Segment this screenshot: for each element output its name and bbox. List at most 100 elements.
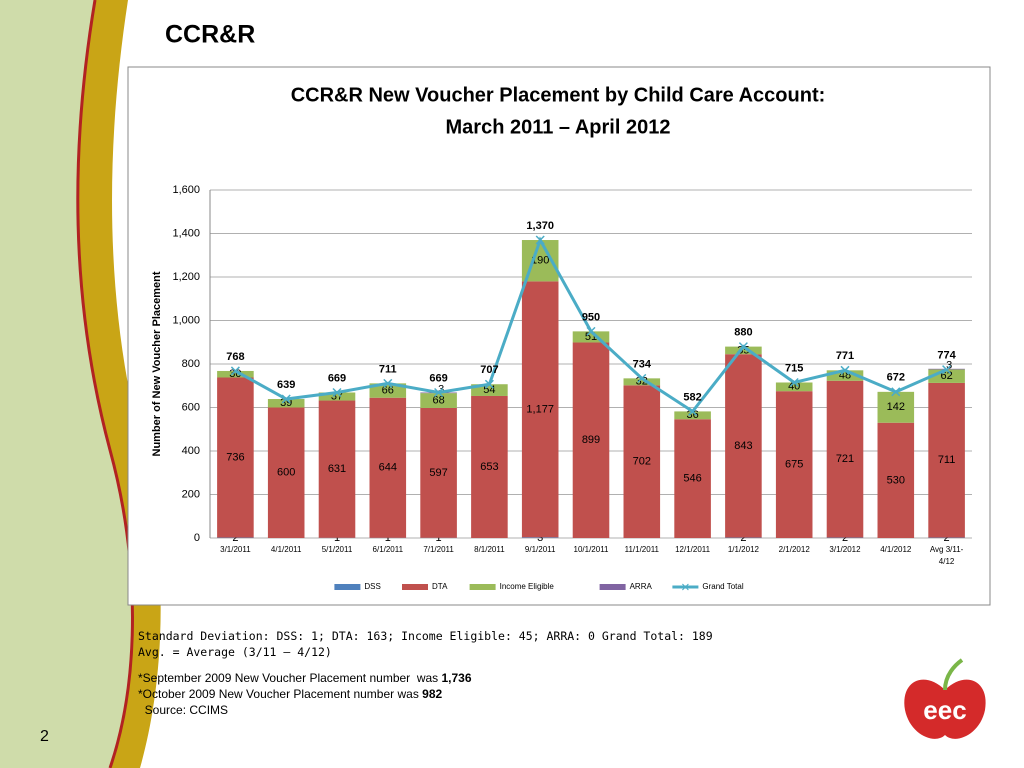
- bar-segment: [572, 342, 610, 538]
- data-label: 2: [944, 532, 950, 544]
- data-label: 843: [734, 440, 752, 452]
- note-text: 1,736: [441, 671, 472, 685]
- note-text: Avg. = Average (3/11 – 4/12): [138, 645, 332, 659]
- deco-red: [76, 0, 134, 768]
- bar-segment: [369, 397, 407, 538]
- total-label: 672: [887, 372, 905, 384]
- note-line: Avg. = Average (3/11 – 4/12): [138, 644, 713, 660]
- total-marker: [383, 378, 393, 388]
- total-label: 734: [633, 358, 652, 370]
- notes: Standard Deviation: DSS: 1; DTA: 163; In…: [138, 628, 713, 718]
- total-label: 771: [836, 350, 854, 362]
- total-marker: [434, 387, 444, 398]
- legend-swatch: [469, 584, 496, 590]
- x-tick-label: 11/1/2011: [625, 545, 660, 554]
- logo: eec: [904, 658, 986, 739]
- bar-segment: [877, 422, 915, 538]
- y-tick-label: 1,600: [172, 184, 200, 196]
- data-label: 68: [432, 394, 444, 406]
- bar-segment: [471, 395, 508, 538]
- x-tick-label: 2/1/2012: [779, 545, 811, 554]
- data-label: 2: [842, 532, 848, 544]
- bar-segment: [623, 385, 661, 538]
- total-marker: [688, 406, 698, 416]
- legend-swatch: [599, 584, 626, 590]
- data-label: 66: [382, 384, 394, 396]
- data-label: 1: [436, 532, 442, 544]
- y-tick-label: 200: [182, 488, 200, 500]
- data-label: 40: [788, 381, 800, 393]
- bar-segment: [267, 399, 305, 408]
- x-tick-label: 10/1/2011: [574, 545, 610, 554]
- total-label: 768: [226, 351, 244, 363]
- total-label: 669: [429, 372, 447, 384]
- note-text: Source: CCIMS: [138, 703, 229, 717]
- bar-segment: [826, 380, 864, 538]
- bar-segment: [318, 392, 356, 401]
- note-text: *September 2009 New Voucher Placement nu…: [138, 671, 442, 685]
- chart-title: CCR&R New Voucher Placement by Child Car…: [291, 84, 826, 106]
- bar-segment: [775, 391, 813, 538]
- legend-label: DTA: [432, 582, 448, 591]
- total-marker: [942, 365, 952, 375]
- data-label: 2: [740, 532, 746, 544]
- logo-apple: [904, 679, 986, 739]
- data-label: 142: [887, 401, 905, 413]
- bar-segment: [267, 407, 305, 538]
- y-tick-label: 600: [182, 401, 200, 413]
- data-label: 899: [582, 434, 600, 446]
- bar-segment: [217, 370, 254, 378]
- total-marker: [332, 387, 342, 398]
- x-tick-label: 3/1/2011: [220, 545, 251, 554]
- legend-marker: [682, 583, 689, 591]
- data-label: 546: [683, 473, 701, 485]
- x-tick-label: 5/1/2011: [322, 545, 353, 554]
- data-label: 721: [836, 453, 854, 465]
- bar-segment: [572, 331, 610, 343]
- y-tick-label: 1,400: [172, 227, 200, 239]
- total-marker: [891, 387, 901, 397]
- total-label: 950: [582, 311, 600, 323]
- x-tick-label: 9/1/2011: [525, 545, 556, 554]
- bar-segment: [521, 537, 559, 538]
- note-text: 982: [422, 687, 443, 701]
- note-line: Source: CCIMS: [138, 702, 713, 718]
- total-label: 774: [937, 350, 956, 362]
- bar-segment: [725, 354, 762, 538]
- note-text: *October 2009 New Voucher Placement numb…: [138, 687, 423, 701]
- legend-swatch: [402, 584, 428, 590]
- y-tick-label: 1,200: [172, 271, 200, 283]
- data-label: 644: [379, 462, 397, 474]
- legend-label: ARRA: [630, 582, 653, 591]
- bar-segment: [928, 382, 965, 538]
- x-tick-label: 3/1/2012: [829, 545, 861, 554]
- total-label: 707: [480, 364, 498, 376]
- data-label: 1,177: [526, 403, 554, 415]
- data-label: 600: [277, 467, 295, 479]
- x-tick-label: 6/1/2011: [373, 545, 404, 554]
- data-label: 190: [531, 255, 549, 267]
- page-number: 2: [40, 728, 49, 745]
- bar-segment: [521, 281, 559, 538]
- data-label: 711: [938, 454, 956, 466]
- data-label: 675: [785, 459, 803, 471]
- total-label: 582: [683, 391, 701, 403]
- data-label: 530: [887, 474, 905, 486]
- y-axis-label: Number of New Voucher Placement: [151, 271, 163, 456]
- data-label: 3: [946, 360, 952, 372]
- total-marker: [789, 377, 799, 388]
- legend-label: DSS: [364, 582, 380, 591]
- data-label: 3: [537, 532, 543, 544]
- total-label: 711: [379, 363, 397, 375]
- total-marker: [840, 365, 850, 375]
- data-label: 1: [385, 532, 391, 544]
- total-marker: [281, 394, 291, 404]
- logo-text: eec: [923, 695, 966, 725]
- y-tick-label: 400: [182, 445, 200, 457]
- total-marker: [738, 342, 748, 352]
- bar-segment: [369, 383, 407, 398]
- total-marker: [637, 373, 647, 383]
- bar-segment: [623, 378, 661, 386]
